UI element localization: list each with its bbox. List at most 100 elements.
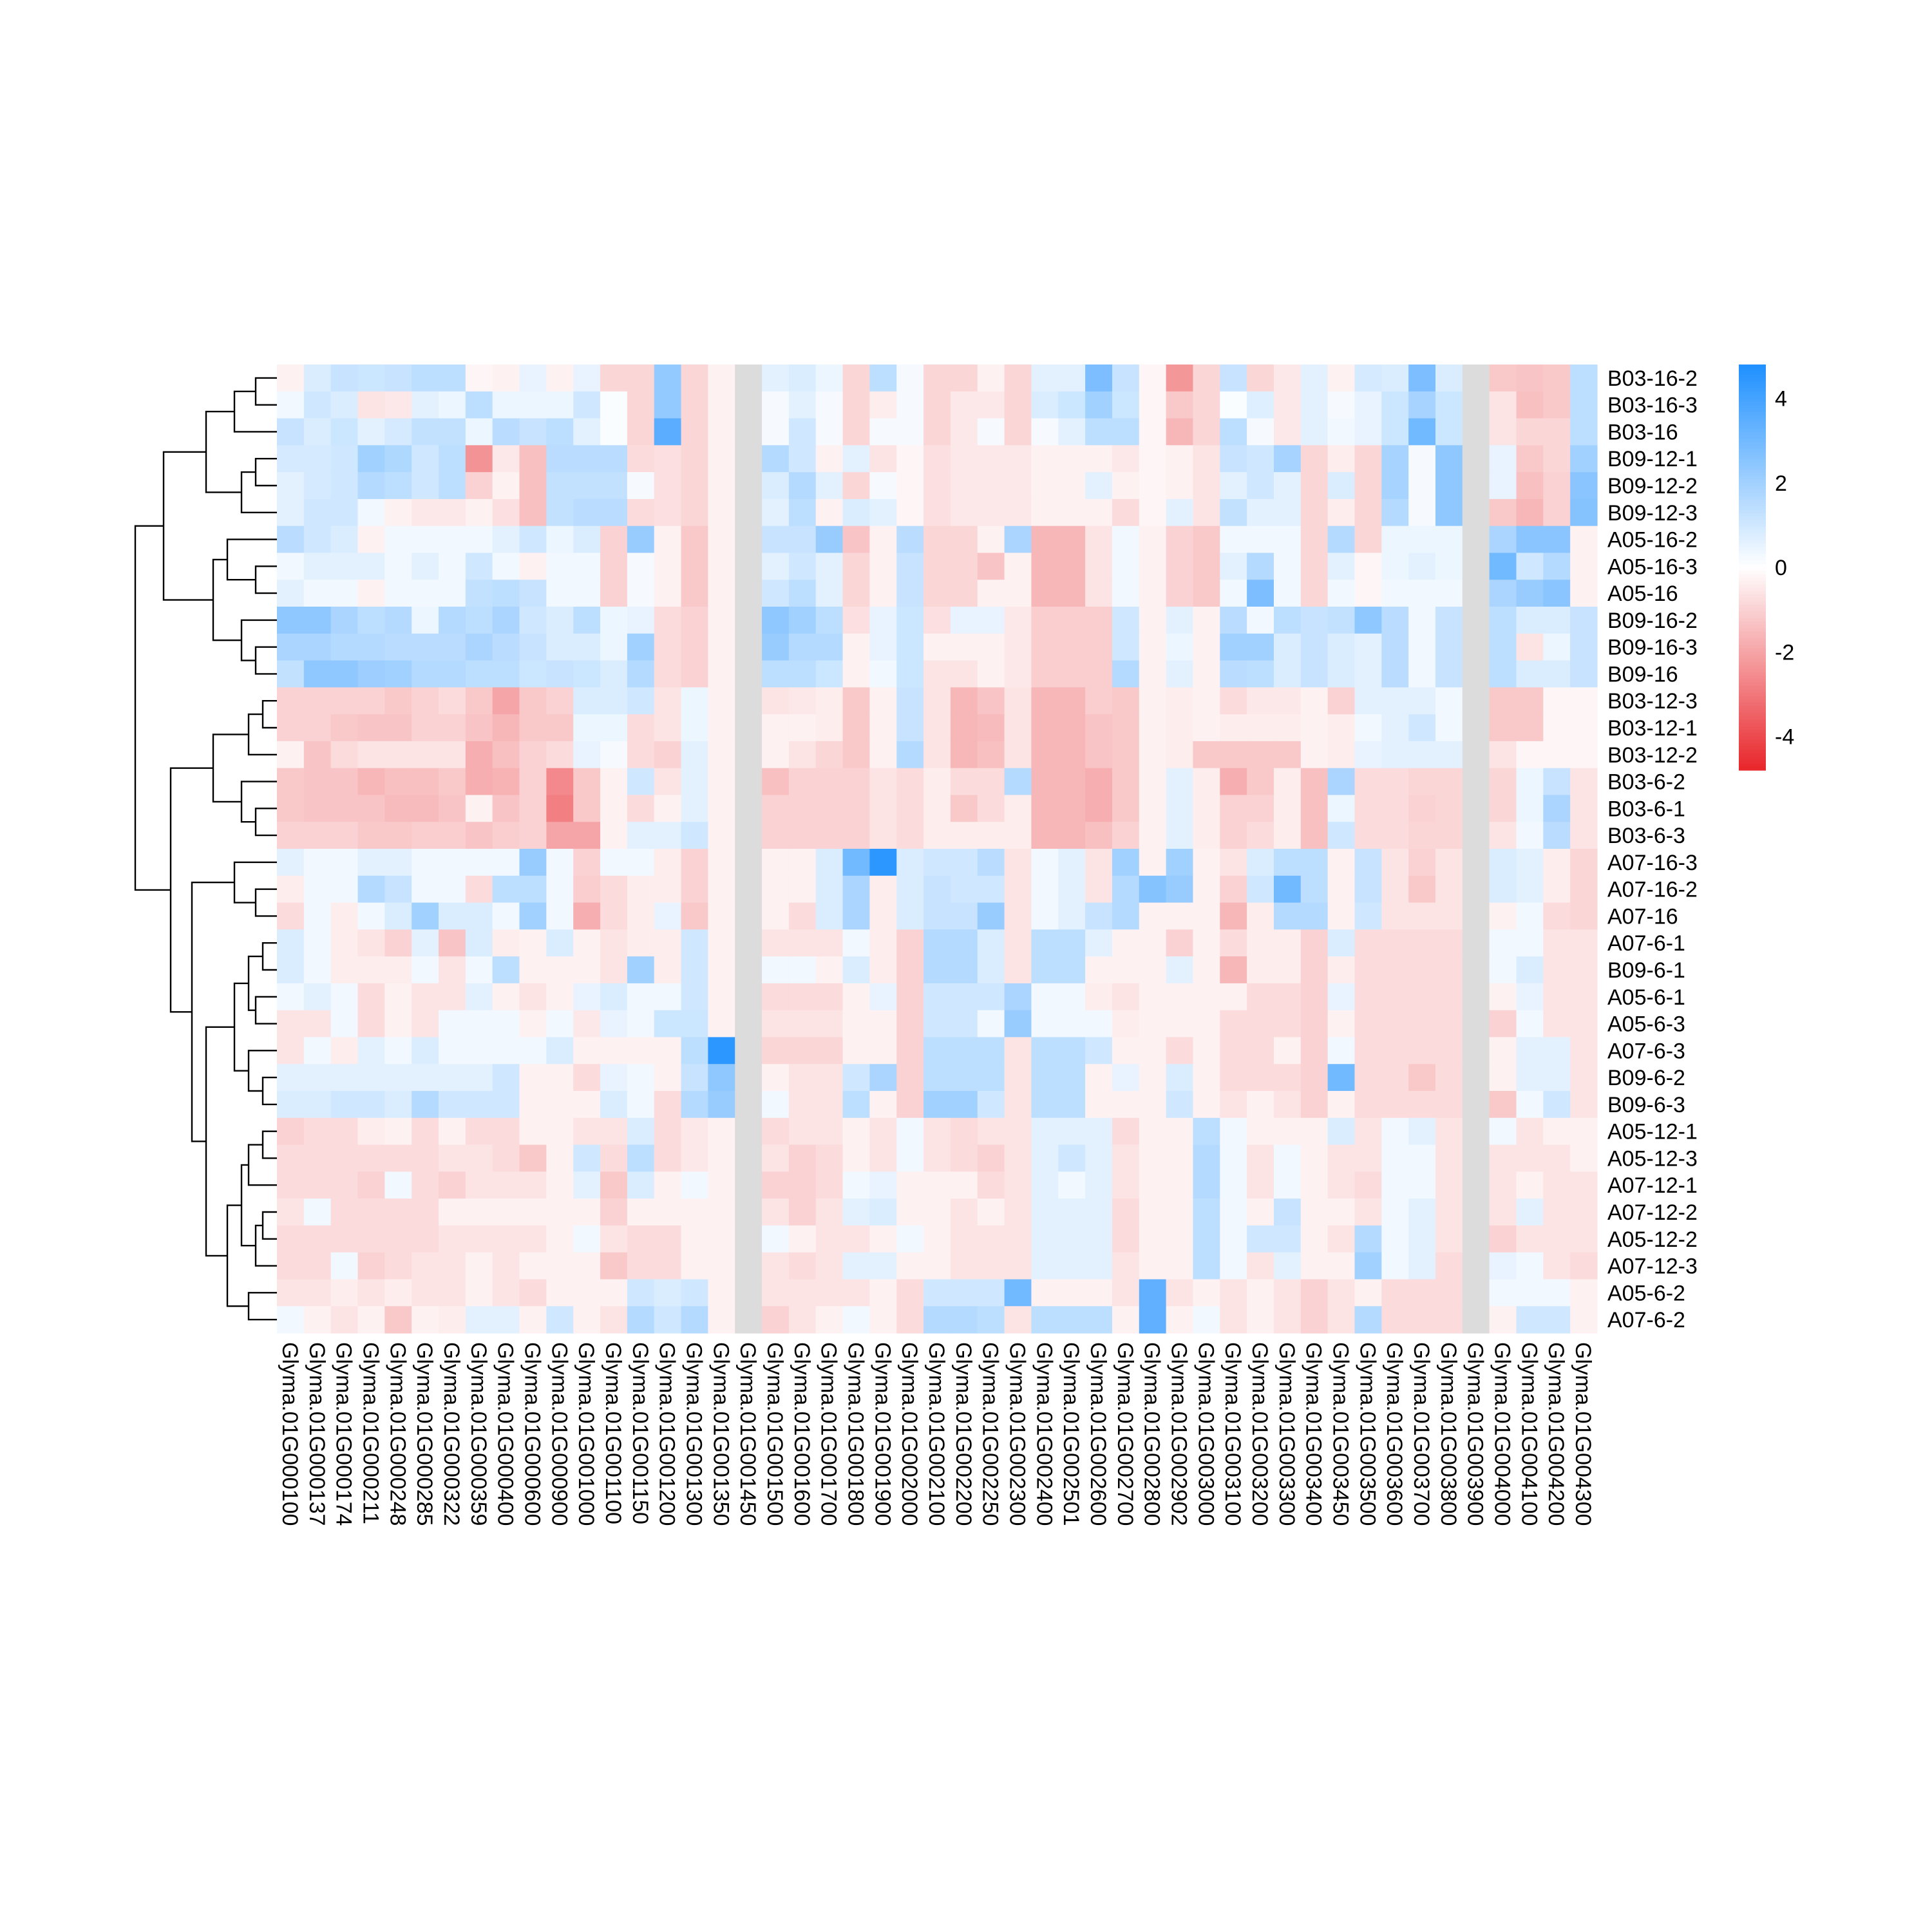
heatmap-cell (1004, 660, 1032, 688)
heatmap-cell (627, 1144, 655, 1172)
heatmap-cell (654, 472, 682, 500)
heatmap-cell (869, 1037, 897, 1065)
heatmap-cell (1516, 1306, 1544, 1334)
heatmap-cell (788, 418, 817, 446)
heatmap-cell (1193, 418, 1220, 446)
legend-swatch (1739, 679, 1766, 683)
heatmap-cell (762, 849, 790, 876)
heatmap-cell (1004, 418, 1032, 446)
heatmap-cell (869, 1279, 897, 1307)
heatmap-cell (1354, 1091, 1382, 1119)
heatmap-cell (1381, 983, 1409, 1011)
heatmap-cell (1139, 983, 1167, 1011)
heatmap-cell (762, 1198, 790, 1226)
heatmap-cell (708, 365, 735, 392)
heatmap-cell (1327, 526, 1356, 554)
heatmap-cell (869, 553, 897, 580)
heatmap-cell (950, 553, 978, 580)
heatmap-cell (1031, 633, 1059, 661)
heatmap-cell (492, 365, 520, 392)
heatmap-cell (600, 849, 628, 876)
heatmap-cell (1435, 741, 1463, 769)
heatmap-cell (1273, 391, 1302, 419)
heatmap-cell (1408, 1037, 1436, 1065)
heatmap-cell (1408, 498, 1436, 527)
heatmap-cell (1381, 365, 1409, 392)
row-label: B03-6-3 (1607, 824, 1685, 848)
heatmap-cell (1408, 526, 1436, 554)
heatmap-cell (573, 1171, 601, 1199)
heatmap-cell (465, 1091, 493, 1119)
heatmap-cell (277, 741, 305, 769)
heatmap-cell (1193, 633, 1220, 661)
heatmap-cell (384, 795, 412, 822)
heatmap-cell (1166, 1252, 1194, 1280)
heatmap-cell (1220, 956, 1247, 984)
heatmap-cell (1247, 553, 1274, 580)
heatmap-cell (1300, 607, 1329, 634)
heatmap-cell (1004, 1252, 1032, 1280)
heatmap-cell (1516, 714, 1544, 742)
heatmap-cell (1435, 553, 1463, 580)
heatmap-cell (1435, 1225, 1463, 1253)
heatmap-cell (869, 875, 897, 904)
heatmap-cell (1516, 687, 1544, 715)
heatmap-cell (735, 1171, 762, 1199)
heatmap-cell (600, 1198, 628, 1226)
legend-swatch (1739, 760, 1766, 764)
heatmap-cell (1381, 1117, 1409, 1146)
heatmap-cell (842, 1279, 871, 1307)
heatmap-cell (654, 580, 682, 607)
heatmap-cell (842, 1306, 871, 1334)
heatmap-cell (1058, 1010, 1086, 1038)
heatmap-cell (439, 365, 466, 392)
heatmap-cell (1247, 418, 1274, 446)
heatmap-cell (869, 1171, 897, 1199)
heatmap-cell (439, 822, 466, 849)
heatmap-cell (1435, 1037, 1463, 1065)
heatmap-cell (1220, 1037, 1247, 1065)
heatmap-cell (1166, 472, 1194, 500)
legend-swatch (1739, 486, 1766, 490)
heatmap-cell (681, 660, 708, 688)
heatmap-cell (788, 1144, 817, 1172)
heatmap-cell (1085, 1252, 1113, 1280)
heatmap-cell (1435, 849, 1463, 876)
heatmap-cell (788, 1091, 817, 1119)
heatmap-cell (1489, 741, 1517, 769)
heatmap-cell (546, 1037, 574, 1065)
heatmap-cell (1220, 391, 1247, 419)
heatmap-cell (1139, 795, 1167, 822)
heatmap-cell (573, 607, 601, 634)
heatmap-cell (1489, 849, 1517, 876)
heatmap-cell (303, 795, 332, 822)
heatmap-cell (1408, 472, 1436, 500)
heatmap-cell (977, 633, 1005, 661)
heatmap-cell (1489, 580, 1517, 607)
heatmap-cell (519, 714, 547, 742)
heatmap-cell (439, 418, 466, 446)
heatmap-cell (439, 875, 466, 904)
heatmap-cell (412, 1064, 439, 1092)
heatmap-cell (1300, 1091, 1329, 1119)
heatmap-cell (1247, 795, 1274, 822)
heatmap-cell (977, 472, 1005, 500)
heatmap-cell (492, 1010, 520, 1038)
heatmap-cell (330, 607, 359, 634)
heatmap-cell (519, 1198, 547, 1226)
heatmap-cell (546, 687, 574, 715)
heatmap-cell (923, 580, 951, 607)
heatmap-cell (788, 1037, 817, 1065)
legend-swatch (1739, 466, 1766, 470)
heatmap-cell (1408, 1117, 1436, 1146)
heatmap-cell (815, 875, 844, 904)
heatmap-cell (977, 1037, 1005, 1065)
heatmap-cell (412, 418, 439, 446)
heatmap-cell (1354, 1198, 1382, 1226)
heatmap-cell (1085, 1037, 1113, 1065)
heatmap-cell (1031, 472, 1059, 500)
heatmap-cell (357, 365, 385, 392)
heatmap-cell (1085, 498, 1113, 527)
heatmap-cell (1462, 553, 1490, 580)
heatmap-cell (1085, 526, 1113, 554)
